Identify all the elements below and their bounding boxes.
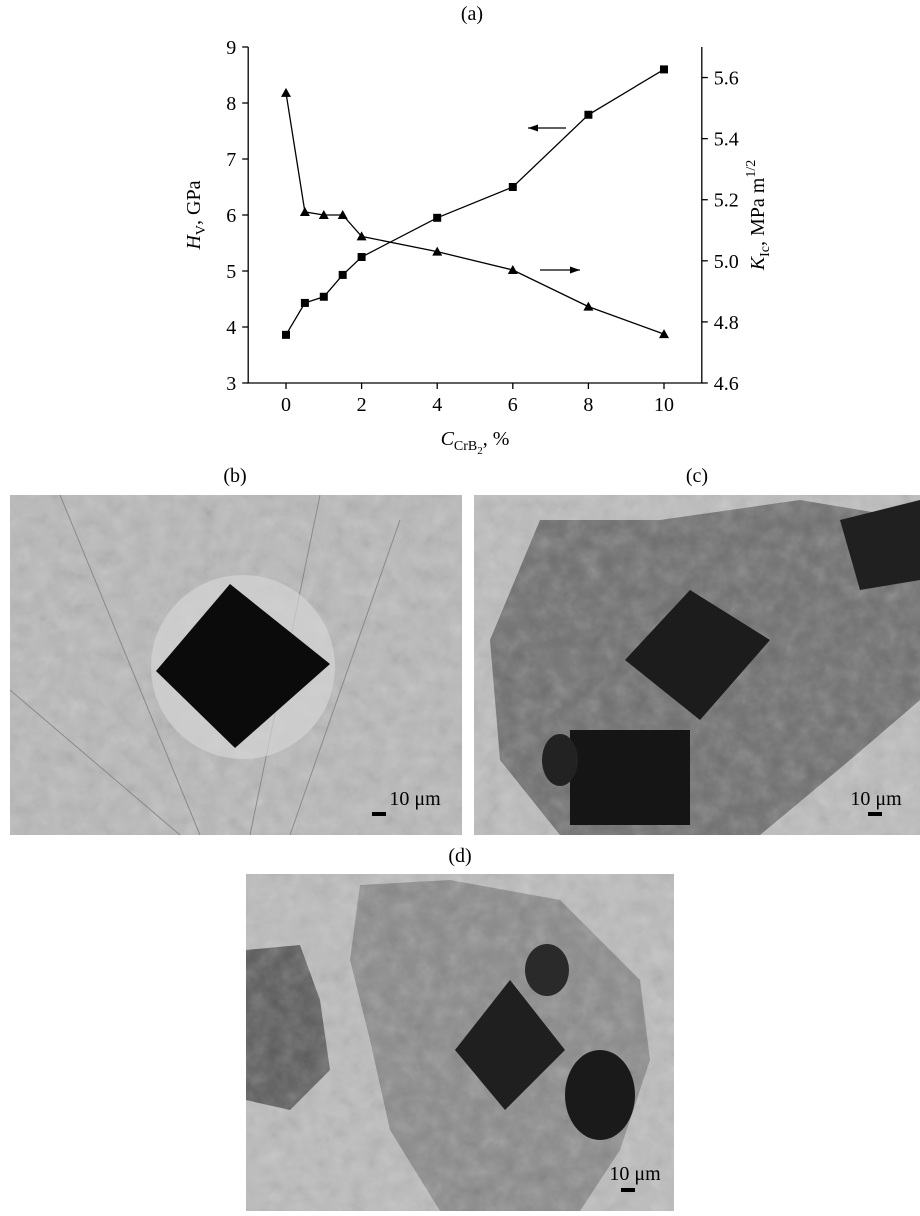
axis-label-part: Ic [758, 246, 773, 257]
micrograph: 10 μm [474, 495, 920, 835]
axis-label: HV, GPa [183, 180, 209, 250]
chart: 0 2 4 6 8 10 3 4 5 6 7 8 9 4.6 4.8 5.0 5.2 5.4 5.6 CCrB2, %… [183, 37, 773, 457]
y-tick-label: 8 [226, 93, 236, 115]
x-tick-label: 4 [432, 394, 442, 416]
y-tick-label: 7 [226, 149, 236, 171]
y-tick-label: 3 [226, 373, 236, 395]
micrograph: 10 μm [10, 495, 462, 835]
y2-tick-label: 5.6 [714, 68, 739, 90]
y2-tick-label: 5.4 [714, 129, 739, 151]
y2-tick-label: 5.2 [714, 190, 739, 212]
x-tick-label: 8 [583, 394, 593, 416]
y2-tick-label: 4.8 [714, 312, 739, 334]
y-tick-label: 9 [226, 37, 236, 59]
marker [300, 207, 310, 216]
axis-label-part: H [183, 234, 205, 251]
axis-label-part: , GPa [183, 180, 205, 225]
panel-label: (d) [448, 845, 471, 867]
y2-tick-label: 5.0 [714, 251, 739, 273]
marker [339, 271, 347, 279]
x-tick-label: 0 [281, 394, 291, 416]
axis-label-part: , % [483, 428, 510, 450]
y2-tick-label: 4.6 [714, 373, 739, 395]
axis-label-part: , MPa m [747, 177, 769, 246]
figure: (a) 0 2 4 6 8 10 3 4 5 6 7 8 9 4.6 4.8 5.0 5.2 5.4 5.6 CCrB… [0, 0, 920, 1211]
data-line [286, 69, 664, 334]
y-tick-label: 5 [226, 261, 236, 283]
axis-label-part: CrB [454, 439, 477, 454]
marker [660, 65, 668, 73]
arrow-head [528, 125, 538, 132]
axis-label: KIc, MPa m1/2 [744, 160, 773, 271]
marker [584, 111, 592, 119]
marker [320, 293, 328, 301]
axis-label: CCrB2, % [441, 428, 510, 457]
marker [282, 331, 290, 339]
x-tick-label: 2 [357, 394, 367, 416]
panel-label: (b) [223, 465, 246, 487]
axis-label-part: C [441, 428, 455, 450]
y-tick-label: 4 [226, 317, 236, 339]
scale-label: 10 μm [389, 788, 441, 810]
x-tick-label: 6 [508, 394, 518, 416]
axis-label-part: 1/2 [744, 160, 759, 178]
micrograph: 10 μm [246, 874, 674, 1211]
marker [583, 302, 593, 311]
panel-label: (c) [686, 465, 708, 487]
arrow-head [570, 267, 580, 274]
scale-label: 10 μm [609, 1163, 661, 1185]
marker [281, 88, 291, 97]
axis-label-part: V [194, 225, 209, 235]
marker [659, 329, 669, 338]
scale-label: 10 μm [850, 788, 902, 810]
marker [509, 183, 517, 191]
axis-frame [248, 47, 702, 383]
panel-label: (a) [461, 3, 483, 25]
y-tick-label: 6 [226, 205, 236, 227]
x-tick-label: 10 [654, 394, 674, 416]
marker [301, 299, 309, 307]
marker [358, 253, 366, 261]
marker [433, 214, 441, 222]
